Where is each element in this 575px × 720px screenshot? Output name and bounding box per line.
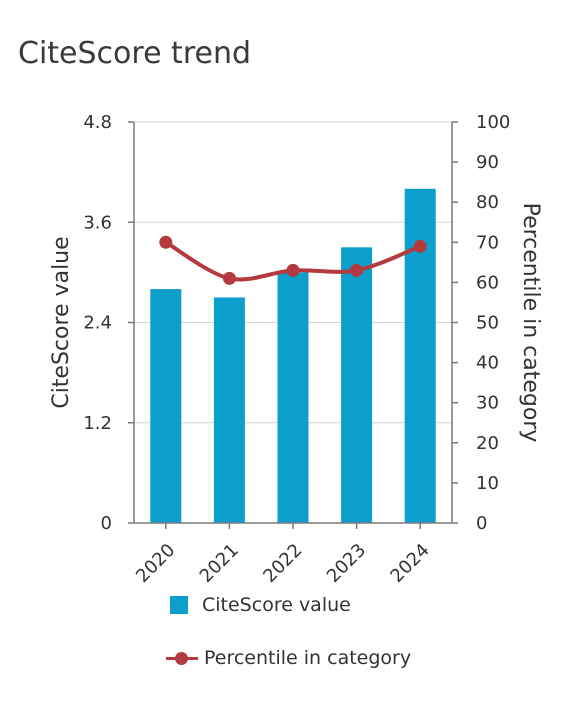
bar-series <box>150 188 436 524</box>
legend-bar-swatch <box>170 596 188 614</box>
y-tick-label: 3.6 <box>83 212 112 233</box>
y2-tick-label: 10 <box>476 473 499 494</box>
legend-line-label: Percentile in category <box>204 647 412 669</box>
y2-tick-label: 30 <box>476 393 499 414</box>
y2-tick-label: 40 <box>476 353 499 374</box>
y2-tick-label: 50 <box>476 313 499 334</box>
x-tick-label: 2023 <box>323 540 370 585</box>
legend-item-citescore: CiteScore value <box>170 594 351 616</box>
bar-2024 <box>404 188 436 524</box>
bar-2020 <box>150 289 182 523</box>
y-tick-label: 4.8 <box>83 112 112 133</box>
line-series <box>159 235 427 285</box>
chart-title: CiteScore trend <box>18 36 252 71</box>
legend-bar-label: CiteScore value <box>202 594 351 616</box>
y2-tick-label: 90 <box>476 152 499 173</box>
y-tick-label: 2.4 <box>83 313 112 334</box>
x-tick-label: 2024 <box>386 540 433 585</box>
y2-tick-label: 100 <box>476 112 510 133</box>
y2-tick-label: 20 <box>476 433 499 454</box>
bar-2021 <box>213 297 245 523</box>
y2-tick-label: 70 <box>476 232 499 253</box>
y2-tick-label: 80 <box>476 192 499 213</box>
x-tick-label: 2020 <box>132 540 179 585</box>
bar-2023 <box>341 247 373 523</box>
y2-axis-title: Percentile in category <box>518 203 543 443</box>
legend-item-percentile: Percentile in category <box>166 647 411 669</box>
x-tick-label: 2021 <box>196 540 243 585</box>
y-tick-label: 1.2 <box>83 413 112 434</box>
percentile-point-2021 <box>222 271 236 285</box>
percentile-point-2024 <box>413 239 427 253</box>
y-axis-title: CiteScore value <box>49 236 74 408</box>
x-tick-label: 2022 <box>259 540 306 585</box>
percentile-point-2022 <box>286 263 300 277</box>
axes <box>128 121 458 529</box>
bar-2022 <box>277 272 309 523</box>
y2-tick-label: 0 <box>476 513 487 534</box>
percentile-point-2023 <box>350 263 364 277</box>
percentile-point-2020 <box>159 235 173 249</box>
y2-tick-label: 60 <box>476 272 499 293</box>
citescore-chart: 0 1.2 2.4 3.6 4.8 0 10 20 30 40 50 60 70 80 90 100 2020 2… <box>49 112 543 585</box>
y-tick-label: 0 <box>101 513 112 534</box>
legend-line-swatch <box>166 649 198 667</box>
